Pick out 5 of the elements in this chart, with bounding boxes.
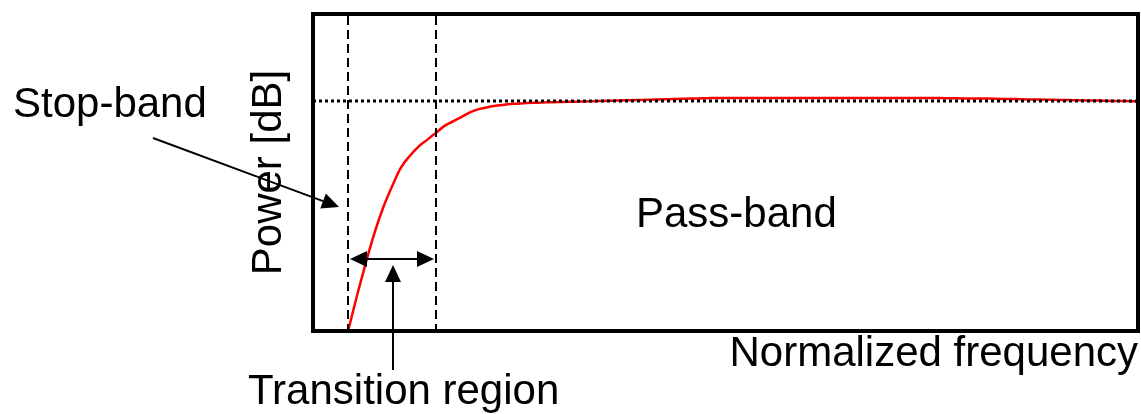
y-axis-title: Power [dB]: [242, 69, 290, 276]
x-axis-title: Normalized frequency: [729, 328, 1138, 376]
text: Transition region: [248, 366, 560, 413]
annotation: Pass-band: [636, 189, 837, 236]
text: Stop-band: [13, 79, 207, 126]
